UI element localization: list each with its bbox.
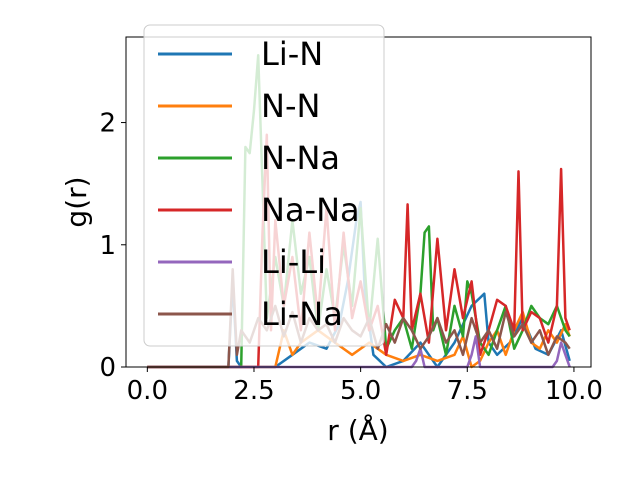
legend-label: N-N (261, 87, 320, 125)
legend-label: Li-Na (261, 295, 343, 333)
y-tick-label: 1 (99, 231, 116, 261)
legend-label: N-Na (261, 139, 340, 177)
x-axis-label: r (Å) (327, 413, 388, 447)
legend-label: Li-Li (261, 243, 326, 281)
y-axis-label: g(r) (60, 176, 93, 227)
x-axis-ticks: 0.0 2.5 5.0 7.5 10.0 (127, 367, 603, 406)
legend-label: Li-N (261, 35, 323, 73)
y-axis-ticks: 0 1 2 (99, 109, 126, 383)
y-tick-label: 2 (99, 109, 116, 139)
x-tick-label: 7.5 (447, 376, 488, 406)
x-tick-label: 2.5 (233, 376, 274, 406)
series-line-li-li (147, 335, 571, 369)
y-tick-label: 0 (99, 353, 116, 383)
x-tick-label: 0.0 (127, 376, 168, 406)
legend: Li-N N-N N-Na Na-Na Li-Li Li-Na (143, 24, 385, 347)
x-tick-label: 5.0 (340, 376, 381, 406)
legend-label: Na-Na (261, 191, 360, 229)
x-tick-label: 10.0 (545, 376, 603, 406)
